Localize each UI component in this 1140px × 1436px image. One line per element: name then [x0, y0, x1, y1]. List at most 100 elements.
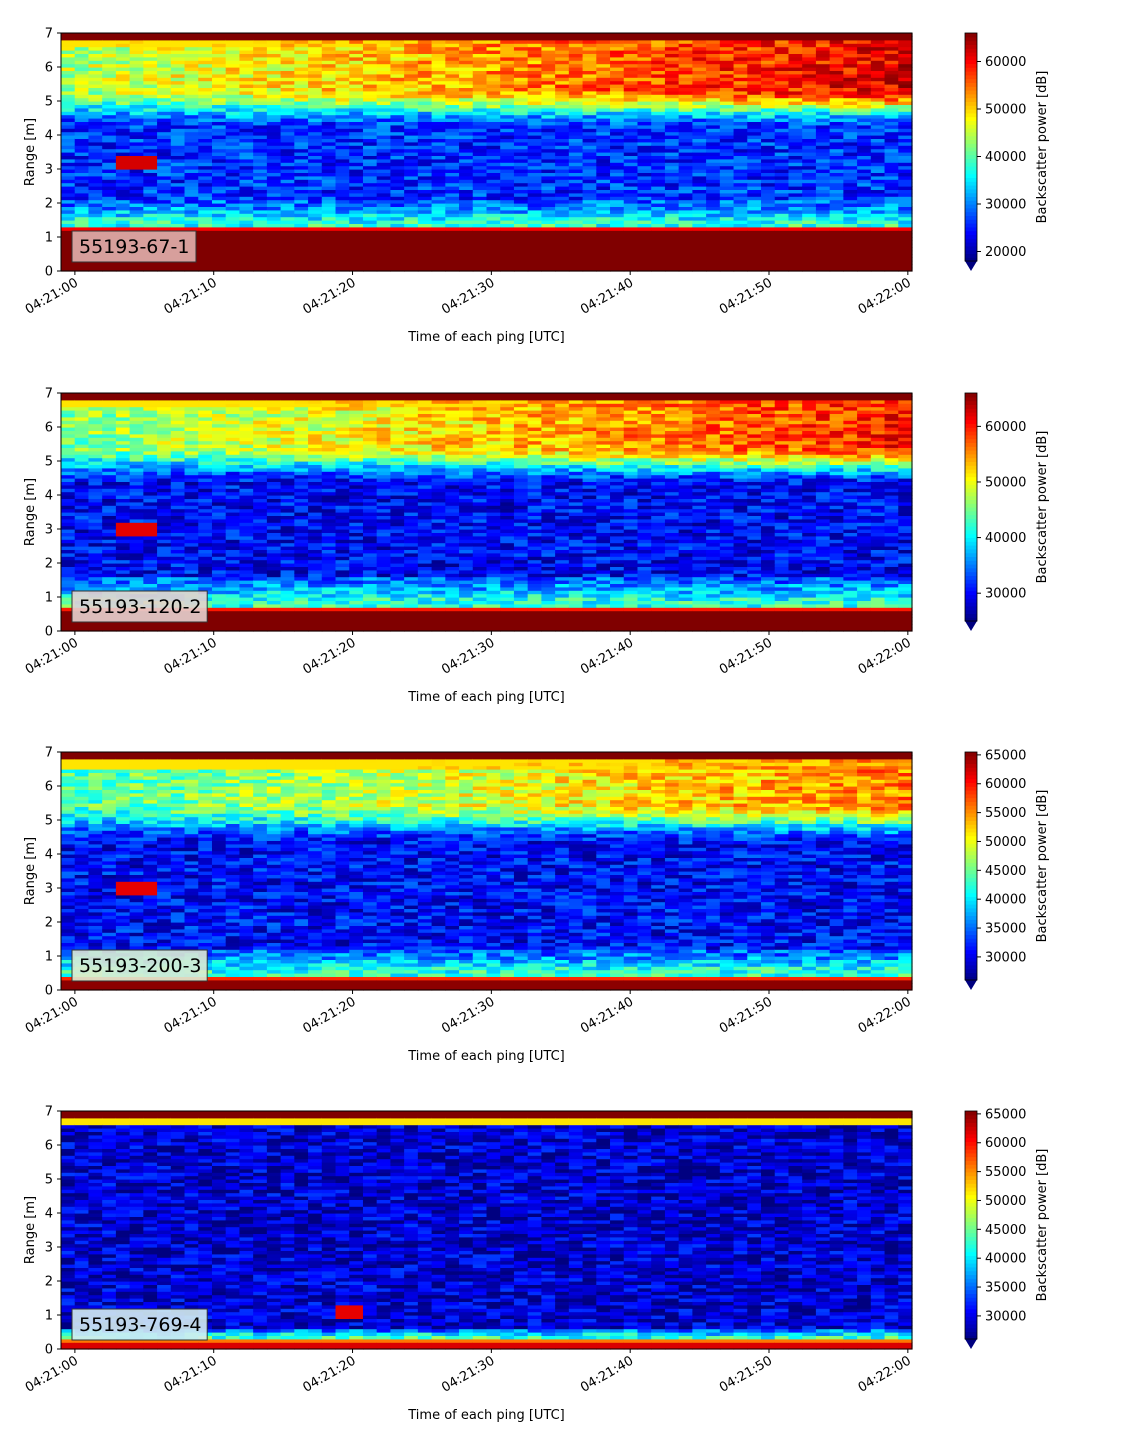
heatmap-cell — [404, 43, 419, 48]
heatmap-cell — [184, 182, 199, 187]
heatmap-cell — [225, 192, 241, 197]
heatmap-cell — [843, 165, 858, 170]
heatmap-cell — [280, 230, 295, 235]
heatmap-cell — [596, 148, 611, 153]
heatmap-cell — [376, 254, 392, 258]
heatmap-cell — [459, 111, 474, 116]
heatmap-cell — [349, 148, 364, 153]
heatmap-cell — [472, 169, 488, 173]
heatmap-cell — [61, 223, 76, 228]
heatmap-cell — [582, 237, 597, 241]
heatmap-cell — [198, 124, 213, 129]
heatmap-cell — [102, 128, 117, 133]
heatmap-cell — [417, 213, 433, 218]
heatmap-cell — [211, 141, 227, 146]
heatmap-cell — [500, 220, 515, 224]
heatmap-cell — [802, 165, 817, 170]
heatmap-cell — [335, 196, 350, 201]
heatmap-cell — [843, 131, 858, 136]
heatmap-cell — [88, 471, 103, 476]
heatmap-cell — [321, 182, 337, 187]
heatmap-cell — [239, 223, 254, 228]
heatmap-cell — [637, 165, 652, 170]
heatmap-cell — [143, 403, 158, 408]
heatmap-cell — [88, 135, 103, 139]
heatmap-cell — [459, 145, 474, 150]
heatmap-cell — [157, 169, 172, 173]
heatmap-cell — [829, 199, 844, 204]
x-tick-label: 04:21:20 — [300, 275, 358, 317]
heatmap-cell — [102, 90, 117, 95]
heatmap-cell — [582, 104, 597, 109]
heatmap-cell — [129, 169, 144, 173]
heatmap-cell — [417, 73, 433, 78]
heatmap-cell — [349, 107, 364, 112]
heatmap-cell — [431, 223, 446, 228]
heatmap-cell — [170, 53, 186, 58]
heatmap-cell — [294, 94, 309, 99]
heatmap-cell — [321, 254, 337, 258]
heatmap-cell — [445, 179, 460, 184]
heatmap-cell — [335, 138, 350, 143]
heatmap-cell — [527, 60, 543, 65]
heatmap-cell — [774, 264, 790, 269]
heatmap-cell — [582, 199, 597, 204]
heatmap-cell — [431, 175, 446, 180]
heatmap-cell — [321, 169, 337, 173]
heatmap-cell — [308, 216, 323, 221]
heatmap-cell — [102, 169, 117, 173]
heatmap-cell — [294, 182, 309, 187]
heatmap-cell — [541, 141, 556, 146]
heatmap-cell — [541, 203, 556, 207]
heatmap-cell — [527, 141, 543, 146]
heatmap-cell — [747, 148, 762, 153]
heatmap-cell — [404, 84, 419, 88]
heatmap-cell — [239, 243, 254, 248]
heatmap-cell — [733, 192, 748, 197]
heatmap-cell — [88, 97, 103, 102]
heatmap-cell — [472, 192, 488, 197]
heatmap-cell — [610, 165, 625, 170]
heatmap-cell — [280, 60, 295, 65]
heatmap-cell — [623, 182, 639, 187]
heatmap-cell — [362, 73, 378, 78]
heatmap-cell — [88, 260, 103, 265]
heatmap-cell — [198, 237, 213, 241]
heatmap-cell — [417, 56, 433, 61]
heatmap-cell — [115, 90, 131, 95]
heatmap-cell — [651, 182, 666, 187]
heatmap-cell — [321, 50, 337, 54]
heatmap-cell — [472, 131, 488, 136]
heatmap-cell — [143, 220, 158, 224]
heatmap-cell — [404, 77, 419, 82]
heatmap-cell — [513, 128, 529, 133]
heatmap-cell — [568, 121, 584, 126]
heatmap-cell — [733, 250, 748, 255]
heatmap-cell — [143, 152, 158, 156]
heatmap-cell — [266, 90, 282, 95]
heatmap-cell — [239, 254, 254, 258]
heatmap-cell — [664, 165, 680, 170]
heatmap-cell — [115, 60, 131, 65]
heatmap-cell — [500, 172, 515, 177]
heatmap-cell — [61, 97, 76, 102]
heatmap-cell — [472, 233, 488, 238]
heatmap-cell — [417, 254, 433, 258]
heatmap-cell — [610, 33, 625, 37]
heatmap-cell — [541, 73, 556, 78]
heatmap-cell — [143, 60, 158, 65]
heatmap-cell — [239, 192, 254, 197]
heatmap-cell — [404, 223, 419, 228]
heatmap-cell — [335, 84, 350, 88]
heatmap-cell — [486, 141, 501, 146]
heatmap-cell — [198, 203, 213, 207]
heatmap-cell — [829, 233, 844, 238]
heatmap-cell — [664, 158, 680, 163]
heatmap-cell — [500, 216, 515, 221]
heatmap-cell — [829, 216, 844, 221]
heatmap-cell — [225, 247, 241, 252]
heatmap-cell — [459, 199, 474, 204]
heatmap-cell — [239, 165, 254, 170]
heatmap-cell — [472, 226, 488, 231]
heatmap-cell — [129, 43, 144, 48]
